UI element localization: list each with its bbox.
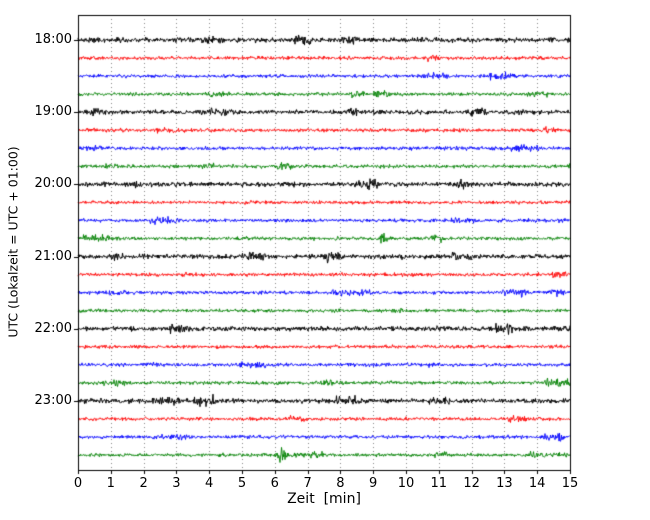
x-tick-label: 2 <box>139 476 148 491</box>
x-tick-label: 8 <box>336 476 345 491</box>
x-tick-label: 7 <box>303 476 312 491</box>
x-tick-label: 5 <box>237 476 247 491</box>
x-tick-label: 4 <box>205 476 214 491</box>
y-tick-label: 22:00 <box>34 320 72 336</box>
y-tick-label: 19:00 <box>34 104 72 120</box>
y-tick-label: 20:00 <box>34 176 72 192</box>
x-axis-label: Zeit [min] <box>287 491 361 507</box>
x-tick-label: 12 <box>463 476 480 491</box>
x-tick-label: 13 <box>496 476 513 491</box>
x-tick-label: 3 <box>172 476 181 491</box>
x-tick-label: 6 <box>270 476 279 491</box>
x-tick-label: 14 <box>528 476 546 491</box>
y-tick-label: 23:00 <box>34 392 72 408</box>
x-tick-label: 10 <box>397 476 415 491</box>
x-tick-label: 1 <box>106 476 115 491</box>
y-tick-label: 21:00 <box>34 248 72 264</box>
x-tick-label: 11 <box>430 476 448 491</box>
x-tick-label: 9 <box>369 476 378 491</box>
y-axis-label: UTC (Lokalzeit = UTC + 01:00) <box>5 146 21 338</box>
x-tick-label: 15 <box>561 476 579 491</box>
x-tick-label: 0 <box>73 476 83 491</box>
y-tick-label: 18:00 <box>34 32 72 47</box>
